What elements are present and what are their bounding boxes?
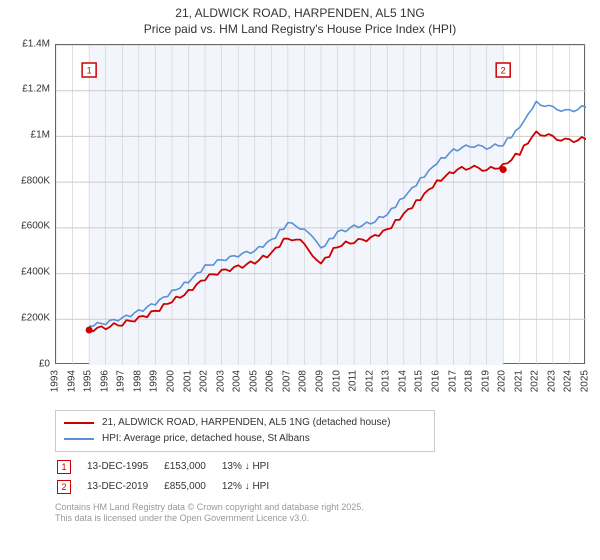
x-axis-label: 1997 bbox=[116, 370, 127, 392]
y-axis-label: £200K bbox=[10, 312, 50, 323]
sale-marker-dot bbox=[500, 166, 507, 173]
x-axis-label: 2020 bbox=[497, 370, 508, 392]
y-axis-label: £800K bbox=[10, 175, 50, 186]
x-axis-label: 2000 bbox=[165, 370, 176, 392]
sale-price: £153,000 bbox=[164, 458, 220, 476]
x-axis-label: 2018 bbox=[464, 370, 475, 392]
x-axis-label: 2022 bbox=[530, 370, 541, 392]
x-axis-label: 2025 bbox=[580, 370, 591, 392]
legend-label: 21, ALDWICK ROAD, HARPENDEN, AL5 1NG (de… bbox=[102, 415, 390, 431]
x-axis-label: 2014 bbox=[397, 370, 408, 392]
page-title: 21, ALDWICK ROAD, HARPENDEN, AL5 1NG bbox=[10, 6, 590, 22]
x-axis-label: 1993 bbox=[50, 370, 61, 392]
legend-item: 21, ALDWICK ROAD, HARPENDEN, AL5 1NG (de… bbox=[64, 415, 426, 431]
x-axis-label: 2013 bbox=[381, 370, 392, 392]
x-axis-label: 2012 bbox=[364, 370, 375, 392]
y-axis-label: £600K bbox=[10, 221, 50, 232]
x-axis-label: 1995 bbox=[83, 370, 94, 392]
x-axis-label: 2003 bbox=[215, 370, 226, 392]
x-axis-label: 2002 bbox=[199, 370, 210, 392]
sale-price: £855,000 bbox=[164, 478, 220, 496]
legend-label: HPI: Average price, detached house, St A… bbox=[102, 431, 310, 447]
x-axis-label: 2015 bbox=[414, 370, 425, 392]
table-row: 1 13-DEC-1995£153,00013% ↓ HPI bbox=[57, 458, 283, 476]
y-axis-label: £0 bbox=[10, 358, 50, 369]
chart-legend: 21, ALDWICK ROAD, HARPENDEN, AL5 1NG (de… bbox=[55, 410, 435, 452]
y-axis-label: £400K bbox=[10, 267, 50, 278]
attribution-line: This data is licensed under the Open Gov… bbox=[55, 513, 590, 525]
y-axis-label: £1.2M bbox=[10, 84, 50, 95]
sale-delta: 12% ↓ HPI bbox=[222, 478, 283, 496]
x-axis-label: 1996 bbox=[99, 370, 110, 392]
y-axis-label: £1.4M bbox=[10, 38, 50, 49]
sale-date: 13-DEC-1995 bbox=[87, 458, 162, 476]
sale-marker-number: 1 bbox=[87, 65, 92, 75]
x-axis-label: 1994 bbox=[66, 370, 77, 392]
sale-delta: 13% ↓ HPI bbox=[222, 458, 283, 476]
x-axis-label: 2023 bbox=[546, 370, 557, 392]
y-axis-label: £1M bbox=[10, 130, 50, 141]
x-axis-label: 2021 bbox=[513, 370, 524, 392]
x-axis-label: 1999 bbox=[149, 370, 160, 392]
x-axis-label: 2005 bbox=[248, 370, 259, 392]
sale-marker-dot bbox=[86, 326, 93, 333]
sale-number-box: 1 bbox=[57, 460, 71, 474]
table-row: 2 13-DEC-2019£855,00012% ↓ HPI bbox=[57, 478, 283, 496]
legend-item: HPI: Average price, detached house, St A… bbox=[64, 431, 426, 447]
x-axis-label: 2009 bbox=[315, 370, 326, 392]
legend-swatch bbox=[64, 422, 94, 424]
sale-number-box: 2 bbox=[57, 480, 71, 494]
x-axis-label: 2008 bbox=[298, 370, 309, 392]
x-axis-label: 2011 bbox=[348, 370, 359, 392]
x-axis-label: 2019 bbox=[480, 370, 491, 392]
page-subtitle: Price paid vs. HM Land Registry's House … bbox=[10, 22, 590, 36]
x-axis-label: 2006 bbox=[265, 370, 276, 392]
x-axis-label: 1998 bbox=[132, 370, 143, 392]
x-axis-label: 2017 bbox=[447, 370, 458, 392]
attribution-line: Contains HM Land Registry data © Crown c… bbox=[55, 502, 590, 514]
x-axis-label: 2016 bbox=[430, 370, 441, 392]
price-chart: 1 2 £0 £200K £400K £600K £800K £1M £1.2M £1.4M 19… bbox=[10, 40, 590, 406]
x-axis-label: 2024 bbox=[563, 370, 574, 392]
legend-swatch bbox=[64, 438, 94, 440]
sales-table: 1 13-DEC-1995£153,00013% ↓ HPI 2 13-DEC-201… bbox=[55, 456, 285, 498]
sale-date: 13-DEC-2019 bbox=[87, 478, 162, 496]
attribution: Contains HM Land Registry data © Crown c… bbox=[55, 502, 590, 525]
x-axis-label: 2007 bbox=[281, 370, 292, 392]
x-axis-label: 2010 bbox=[331, 370, 342, 392]
x-axis-label: 2001 bbox=[182, 370, 193, 392]
x-axis-label: 2004 bbox=[232, 370, 243, 392]
sale-marker-number: 2 bbox=[501, 65, 506, 75]
